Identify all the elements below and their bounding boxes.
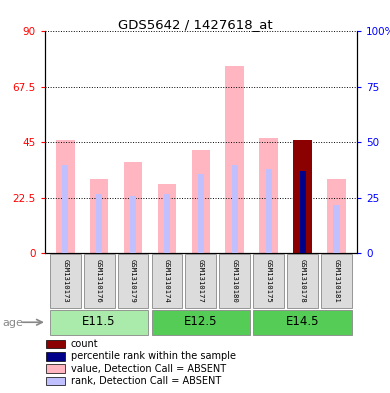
Bar bbox=[158, 184, 176, 253]
FancyBboxPatch shape bbox=[219, 254, 250, 308]
Bar bbox=[130, 196, 136, 253]
Bar bbox=[46, 352, 66, 361]
FancyBboxPatch shape bbox=[151, 310, 250, 334]
Text: percentile rank within the sample: percentile rank within the sample bbox=[71, 351, 236, 362]
Text: GSM1310178: GSM1310178 bbox=[300, 259, 306, 303]
Bar bbox=[62, 165, 68, 253]
Text: GDS5642 / 1427618_at: GDS5642 / 1427618_at bbox=[118, 18, 272, 31]
FancyBboxPatch shape bbox=[50, 254, 81, 308]
Text: GSM1310176: GSM1310176 bbox=[96, 259, 102, 303]
Bar bbox=[96, 193, 102, 253]
FancyBboxPatch shape bbox=[253, 254, 284, 308]
Bar bbox=[124, 162, 142, 253]
Bar bbox=[46, 364, 66, 373]
Bar bbox=[46, 340, 66, 349]
Bar bbox=[191, 150, 210, 253]
FancyBboxPatch shape bbox=[151, 254, 183, 308]
Text: E12.5: E12.5 bbox=[184, 315, 218, 328]
Text: GSM1310180: GSM1310180 bbox=[232, 259, 238, 303]
Text: rank, Detection Call = ABSENT: rank, Detection Call = ABSENT bbox=[71, 376, 221, 386]
Text: age: age bbox=[2, 318, 23, 328]
Bar bbox=[90, 180, 108, 253]
FancyBboxPatch shape bbox=[253, 310, 352, 334]
Bar bbox=[266, 169, 272, 253]
Bar bbox=[293, 140, 312, 253]
FancyBboxPatch shape bbox=[50, 310, 149, 334]
Text: value, Detection Call = ABSENT: value, Detection Call = ABSENT bbox=[71, 364, 226, 374]
FancyBboxPatch shape bbox=[321, 254, 352, 308]
Text: GSM1310175: GSM1310175 bbox=[266, 259, 272, 303]
Text: GSM1310179: GSM1310179 bbox=[130, 259, 136, 303]
FancyBboxPatch shape bbox=[185, 254, 216, 308]
Bar bbox=[232, 165, 238, 253]
FancyBboxPatch shape bbox=[287, 254, 318, 308]
Bar bbox=[46, 376, 66, 385]
Text: GSM1310181: GSM1310181 bbox=[333, 259, 340, 303]
Bar bbox=[225, 66, 244, 253]
Text: count: count bbox=[71, 339, 98, 349]
FancyBboxPatch shape bbox=[84, 254, 115, 308]
Bar bbox=[327, 180, 346, 253]
Text: E11.5: E11.5 bbox=[82, 315, 116, 328]
Text: GSM1310173: GSM1310173 bbox=[62, 259, 68, 303]
Bar bbox=[259, 138, 278, 253]
Bar bbox=[164, 193, 170, 253]
Text: GSM1310174: GSM1310174 bbox=[164, 259, 170, 303]
FancyBboxPatch shape bbox=[118, 254, 149, 308]
Text: E14.5: E14.5 bbox=[286, 315, 319, 328]
Bar bbox=[198, 174, 204, 253]
Bar bbox=[300, 171, 306, 253]
Bar bbox=[333, 205, 340, 253]
Text: GSM1310177: GSM1310177 bbox=[198, 259, 204, 303]
Bar bbox=[56, 140, 74, 253]
